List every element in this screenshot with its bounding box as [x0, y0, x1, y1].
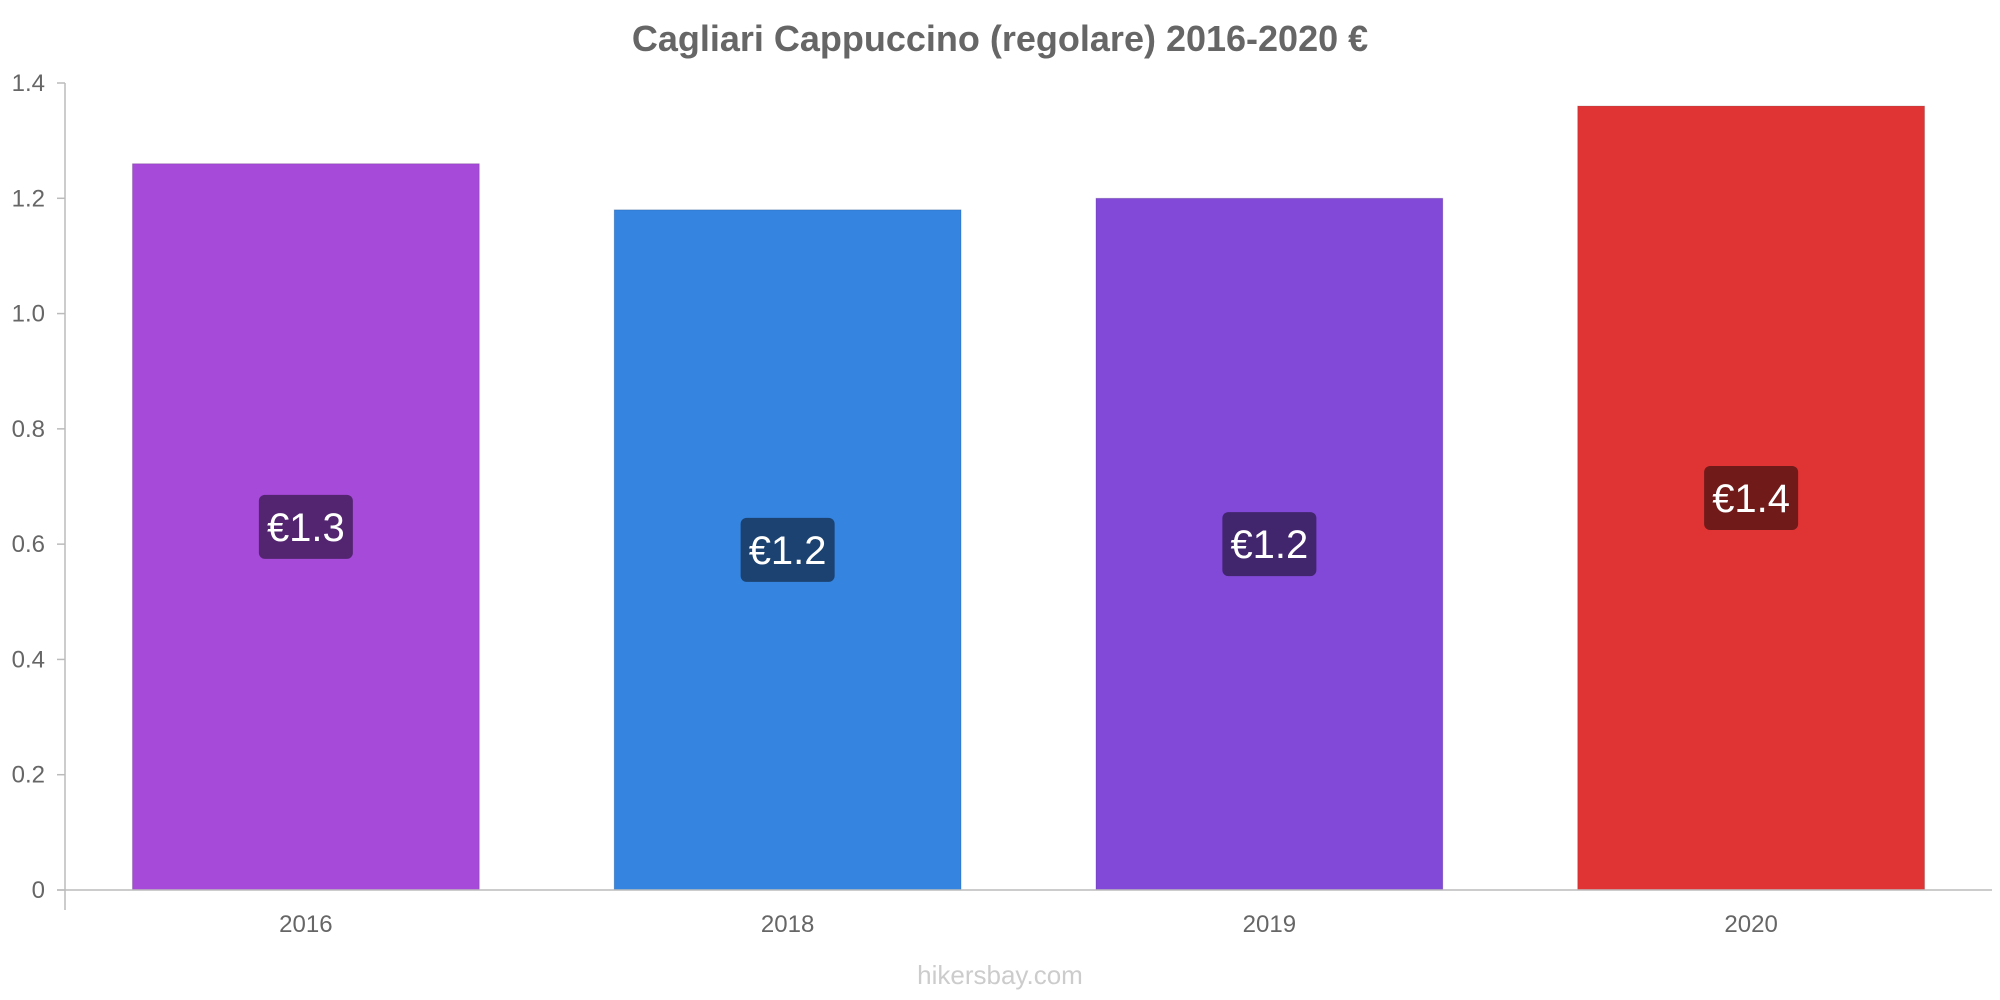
chart-title: Cagliari Cappuccino (regolare) 2016-2020… — [631, 18, 1369, 59]
bars — [131, 105, 1926, 891]
data-label-box — [1704, 466, 1799, 531]
y-tick-label: 0.8 — [12, 416, 45, 443]
data-label-box — [740, 517, 835, 582]
y-tick-label: 1.0 — [12, 301, 45, 328]
y-tick-label: 1.2 — [12, 185, 45, 212]
y-tick-label: 0 — [32, 877, 45, 904]
x-tick-label: 2016 — [279, 911, 332, 938]
x-tick-label: 2018 — [761, 911, 814, 938]
data-labels: €1.3 €1.2 €1.2 €1.4 — [258, 466, 1799, 582]
y-tick-label: 0.6 — [12, 531, 45, 558]
y-tick-label: 0.2 — [12, 762, 45, 789]
x-axis-ticks: 2016 2018 2019 2020 — [279, 911, 1778, 938]
data-label: €1.4 — [1712, 477, 1790, 521]
x-tick-label: 2019 — [1243, 911, 1296, 938]
data-label: €1.2 — [1230, 523, 1308, 567]
x-tick-label: 2020 — [1724, 911, 1777, 938]
y-tick-label: 0.4 — [12, 646, 45, 673]
y-tick-label: 1.4 — [12, 70, 45, 97]
data-label-box — [258, 494, 353, 559]
y-axis-ticks: 0 0.2 0.4 0.6 0.8 1.0 1.2 1.4 — [12, 70, 65, 904]
watermark-text: hikersbay.com — [917, 960, 1083, 990]
data-label: €1.3 — [267, 506, 345, 550]
data-label: €1.2 — [749, 529, 827, 573]
data-label-box — [1222, 512, 1317, 577]
